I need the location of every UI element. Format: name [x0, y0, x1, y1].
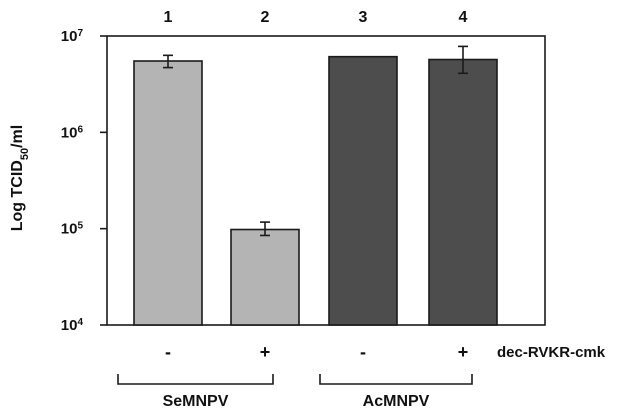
group-label: AcMNPV	[363, 393, 430, 410]
group-label: SeMNPV	[163, 393, 229, 410]
treatment-sign-label: +	[458, 342, 469, 362]
group-bracket	[117, 374, 274, 385]
lane-number-label: 1	[164, 9, 173, 26]
bar-lane-3	[328, 55, 398, 326]
plot-layer: 104 105 106 107 1 - 2 +3 - 4 + SeMNPV AcMNPV	[61, 9, 546, 410]
group-bracket	[319, 374, 473, 385]
treatment-sign-label: -	[360, 342, 366, 362]
bar-lane-1	[133, 60, 203, 326]
y-axis-label: Log TCID50/ml	[9, 125, 31, 231]
treatment-sign-label: -	[165, 342, 171, 362]
treatment-sign-label: +	[260, 342, 271, 362]
y-tick-label: 106	[61, 124, 84, 142]
lane-number-label: 4	[459, 9, 468, 26]
bar-lane-2	[230, 228, 300, 326]
lane-number-label: 3	[359, 9, 368, 26]
label-layer: Log TCID50/ml dec-RVKR-cmk	[9, 125, 606, 361]
y-tick-label: 105	[61, 220, 84, 238]
lane-number-label: 2	[261, 9, 270, 26]
y-tick-label: 104	[61, 317, 84, 335]
bar-lane-4	[428, 58, 498, 326]
treatment-label: dec-RVKR-cmk	[497, 344, 606, 361]
plot-frame	[106, 35, 546, 326]
y-tick-label: 107	[61, 28, 84, 46]
